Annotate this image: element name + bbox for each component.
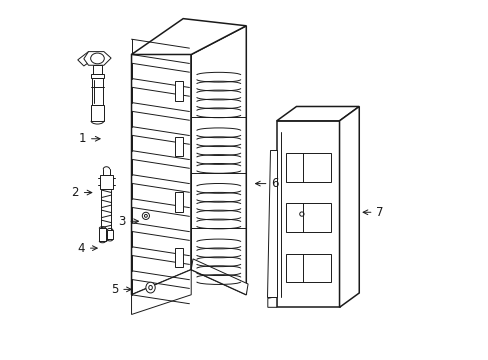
Polygon shape [104,235,108,241]
Circle shape [142,212,149,220]
Polygon shape [92,78,102,105]
Polygon shape [276,107,359,121]
Polygon shape [100,175,113,189]
Polygon shape [131,19,246,54]
Text: 7: 7 [363,206,383,219]
Text: 4: 4 [77,242,97,255]
Ellipse shape [145,282,155,293]
Polygon shape [267,297,276,307]
Polygon shape [156,212,163,221]
Polygon shape [174,192,183,212]
Polygon shape [107,230,113,239]
Polygon shape [174,81,183,100]
Polygon shape [140,208,160,223]
Text: 1: 1 [79,132,100,145]
Text: 5: 5 [111,283,131,296]
Polygon shape [99,228,105,241]
Polygon shape [191,26,246,295]
Ellipse shape [90,53,104,64]
Polygon shape [266,149,276,297]
Polygon shape [131,26,191,295]
Polygon shape [339,107,359,307]
Polygon shape [83,51,111,65]
Text: 3: 3 [118,215,138,228]
Polygon shape [174,248,183,267]
Polygon shape [174,137,183,156]
Ellipse shape [148,285,152,290]
Polygon shape [91,74,104,78]
Polygon shape [93,65,102,74]
Polygon shape [191,259,247,295]
Polygon shape [131,270,191,315]
Polygon shape [137,283,158,292]
Text: 6: 6 [255,177,278,190]
Polygon shape [133,283,137,286]
Polygon shape [78,51,94,66]
Text: 2: 2 [71,186,92,199]
Polygon shape [91,105,104,121]
Polygon shape [276,121,339,307]
